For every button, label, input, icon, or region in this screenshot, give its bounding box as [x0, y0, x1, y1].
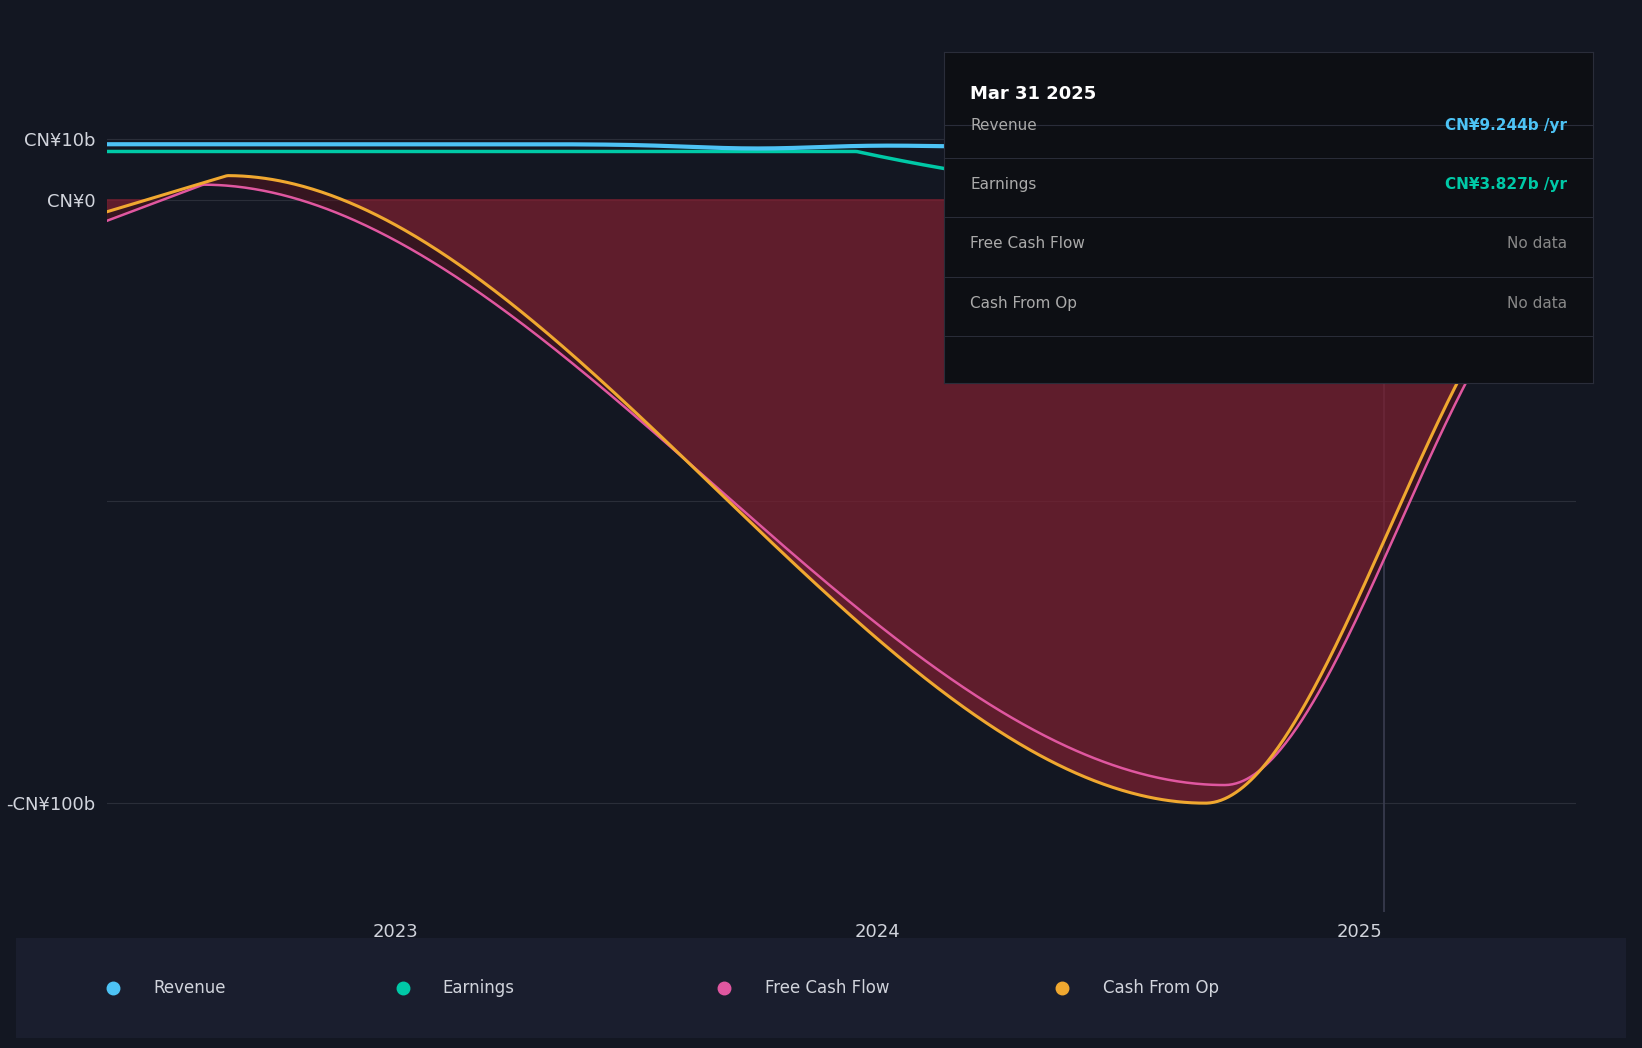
Text: No data: No data: [1507, 237, 1566, 252]
Text: CN¥3.827b /yr: CN¥3.827b /yr: [1445, 177, 1566, 192]
Text: Earnings: Earnings: [970, 177, 1036, 192]
Text: Earnings: Earnings: [443, 979, 516, 997]
Text: Free Cash Flow: Free Cash Flow: [970, 237, 1085, 252]
Text: Free Cash Flow: Free Cash Flow: [765, 979, 890, 997]
Text: Past: Past: [1540, 125, 1571, 139]
Text: Mar 31 2025: Mar 31 2025: [970, 86, 1097, 104]
Text: Revenue: Revenue: [970, 117, 1036, 132]
Text: Cash From Op: Cash From Op: [970, 296, 1077, 311]
Text: CN¥9.244b /yr: CN¥9.244b /yr: [1445, 117, 1566, 132]
Text: Cash From Op: Cash From Op: [1103, 979, 1218, 997]
Text: No data: No data: [1507, 296, 1566, 311]
Text: Revenue: Revenue: [153, 979, 225, 997]
